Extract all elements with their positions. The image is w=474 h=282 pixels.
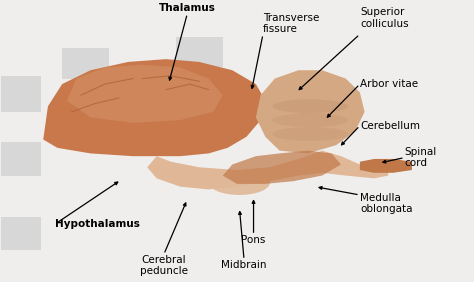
Ellipse shape [273, 99, 348, 113]
Bar [62, 48, 109, 79]
Ellipse shape [273, 127, 348, 141]
Text: Pons: Pons [241, 235, 266, 245]
Text: Medulla
oblongata: Medulla oblongata [360, 193, 412, 214]
Text: Thalamus: Thalamus [159, 3, 216, 14]
Text: Superior
colliculus: Superior colliculus [360, 7, 409, 29]
Bar [0, 142, 41, 176]
Polygon shape [256, 70, 365, 153]
Text: Cerebellum: Cerebellum [360, 121, 420, 131]
Polygon shape [223, 151, 341, 184]
Bar [175, 37, 223, 67]
Text: Spinal
cord: Spinal cord [405, 147, 437, 168]
Text: Hypothalamus: Hypothalamus [55, 219, 140, 229]
Bar [0, 217, 41, 250]
Ellipse shape [273, 113, 348, 127]
Polygon shape [147, 151, 388, 190]
Polygon shape [67, 65, 223, 123]
Polygon shape [43, 59, 265, 156]
Text: Cerebral
peduncle: Cerebral peduncle [140, 255, 188, 276]
Polygon shape [360, 159, 412, 173]
Text: Transverse
fissure: Transverse fissure [263, 13, 319, 34]
Text: Arbor vitae: Arbor vitae [360, 79, 418, 89]
Text: Midbrain: Midbrain [221, 260, 267, 270]
Bar [0, 76, 41, 112]
Ellipse shape [209, 170, 270, 195]
